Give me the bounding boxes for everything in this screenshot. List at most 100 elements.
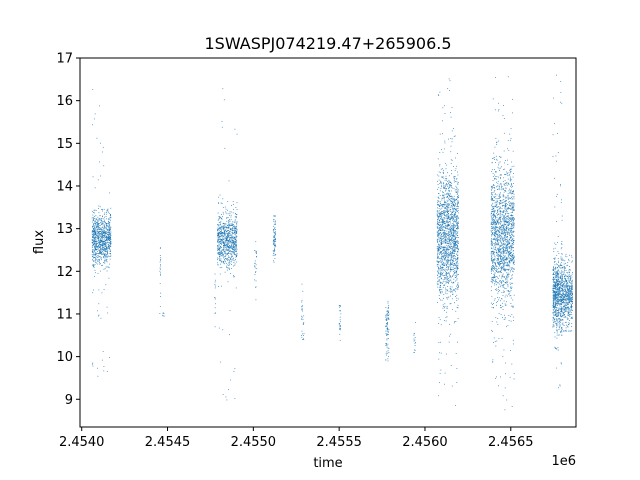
data-point [453, 128, 454, 129]
data-point [513, 240, 515, 241]
data-point [494, 109, 496, 111]
data-point [107, 208, 109, 210]
data-point [218, 237, 220, 239]
data-point [254, 267, 256, 269]
data-point [512, 299, 514, 301]
data-point [437, 227, 438, 228]
data-point [441, 186, 442, 188]
data-point [441, 225, 443, 227]
data-point [94, 243, 96, 244]
data-point [502, 302, 503, 304]
data-point [506, 200, 507, 201]
data-point [507, 216, 509, 218]
data-point [513, 236, 515, 237]
data-point [497, 166, 499, 168]
data-point [94, 232, 96, 233]
data-point [456, 253, 457, 255]
data-point [272, 229, 274, 230]
data-point [451, 239, 453, 241]
data-point [98, 234, 100, 236]
data-point [491, 244, 493, 246]
data-point [450, 145, 452, 147]
data-point [225, 262, 227, 264]
data-point [499, 217, 501, 218]
data-point [455, 296, 456, 297]
data-point [109, 236, 111, 238]
data-point [301, 305, 303, 307]
data-point [447, 87, 449, 89]
data-point [218, 236, 220, 237]
data-point [504, 207, 506, 209]
data-point [256, 255, 257, 257]
data-point [455, 259, 457, 261]
data-point [448, 188, 449, 189]
data-point [94, 113, 96, 115]
data-point [301, 336, 303, 338]
data-point [456, 233, 457, 235]
data-point [505, 227, 507, 229]
data-point [230, 214, 232, 216]
data-point [235, 207, 237, 208]
data-point [494, 202, 496, 204]
data-points [91, 74, 573, 411]
data-point [441, 204, 443, 206]
data-point [497, 324, 499, 325]
data-point [440, 239, 442, 241]
data-point [104, 244, 105, 245]
data-point [452, 203, 454, 205]
data-point [437, 219, 438, 221]
data-point [235, 214, 237, 216]
data-point [444, 201, 445, 203]
data-point [218, 243, 220, 245]
data-point [439, 228, 441, 229]
data-point [448, 272, 450, 273]
data-point [228, 242, 230, 244]
data-point [502, 234, 504, 235]
data-point [493, 259, 495, 261]
data-point [102, 147, 104, 148]
data-point [500, 281, 502, 283]
data-point [227, 225, 229, 226]
data-point [448, 213, 449, 215]
data-point [224, 250, 226, 252]
data-point [503, 292, 505, 293]
data-point [303, 335, 304, 336]
data-point [453, 225, 454, 226]
data-point [443, 193, 445, 195]
data-point [504, 238, 506, 239]
data-point [95, 229, 97, 231]
data-point [223, 228, 225, 230]
data-point [109, 258, 111, 260]
data-point [109, 217, 111, 218]
data-point [450, 244, 452, 246]
data-point [450, 295, 451, 297]
data-point [454, 199, 456, 201]
data-point [450, 259, 452, 261]
data-point [234, 237, 236, 239]
data-point [454, 176, 456, 178]
data-point [499, 228, 500, 230]
data-point [500, 251, 502, 252]
data-point [94, 238, 95, 240]
data-point [502, 395, 504, 397]
data-point [222, 255, 224, 257]
data-point [503, 290, 505, 292]
data-point [456, 264, 458, 266]
data-point [437, 257, 439, 259]
data-point [446, 311, 448, 313]
data-point [436, 231, 438, 233]
data-point [445, 212, 447, 213]
data-point [96, 224, 98, 225]
data-point [442, 195, 444, 196]
data-point [449, 323, 451, 325]
data-point [414, 344, 416, 346]
data-point [453, 229, 454, 230]
data-point [492, 224, 493, 226]
data-point [457, 285, 459, 287]
data-point [500, 270, 502, 272]
data-point [512, 193, 514, 194]
data-point [230, 238, 232, 240]
data-point [502, 287, 504, 288]
data-point [502, 242, 504, 244]
data-point [229, 246, 231, 248]
